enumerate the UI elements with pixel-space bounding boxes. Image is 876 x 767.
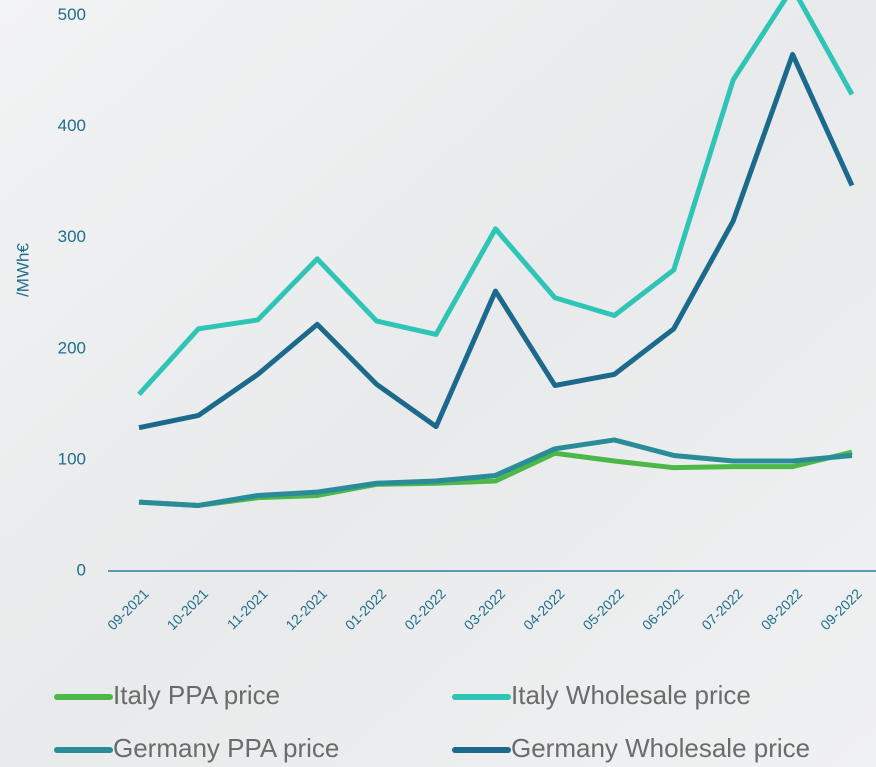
y-axis-label: /MWh€ [13, 243, 32, 297]
series-line [137, 0, 855, 397]
series-line [138, 437, 853, 508]
y-tick-label: 100 [58, 449, 86, 468]
y-tick-label: 0 [77, 560, 86, 579]
y-tick-label: 500 [58, 5, 86, 24]
y-tick-label: 300 [58, 227, 86, 246]
y-tick-label: 200 [58, 338, 86, 357]
series-line [138, 51, 855, 431]
legend-label: Germany Wholesale price [511, 733, 810, 763]
plot-area [137, 0, 855, 508]
legend-label: Italy Wholesale price [511, 680, 751, 710]
y-tick-label: 400 [58, 116, 86, 135]
legend-label: Germany PPA price [113, 733, 339, 763]
legend-label: Italy PPA price [113, 680, 280, 710]
